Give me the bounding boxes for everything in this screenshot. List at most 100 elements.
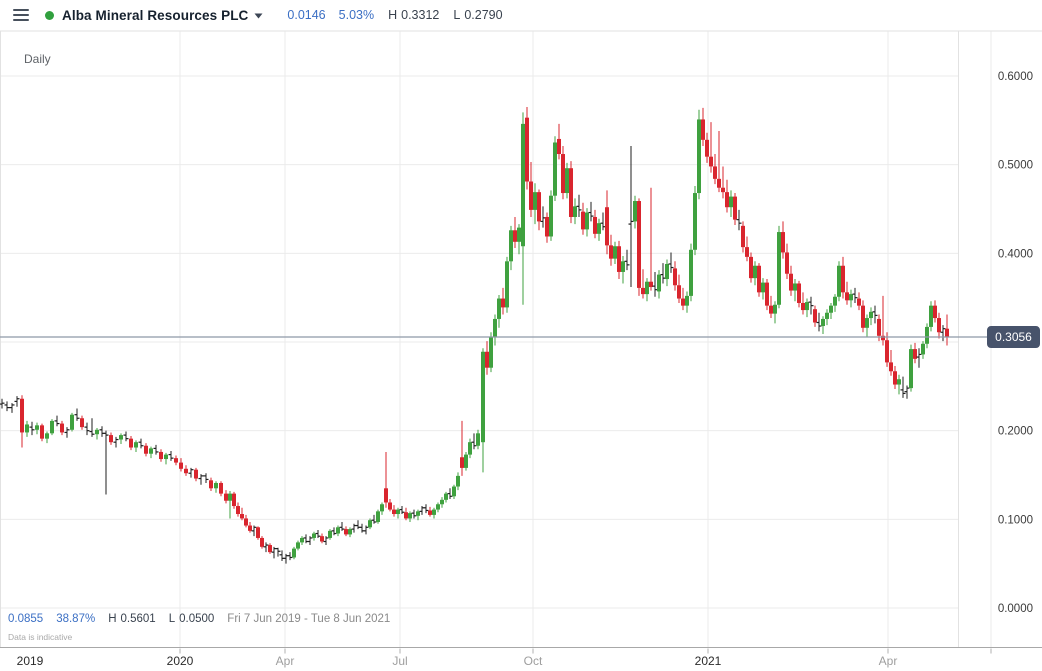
candle-body: [745, 247, 749, 257]
candle: [416, 509, 420, 521]
candle-body: [40, 425, 44, 439]
candle-body: [741, 225, 745, 248]
candle-body: [597, 223, 601, 234]
candle-body: [45, 433, 49, 439]
candle-body: [825, 312, 829, 319]
candle-body: [460, 457, 464, 468]
candle: [497, 295, 501, 328]
symbol-title[interactable]: Alba Mineral Resources PLC: [62, 7, 249, 23]
candle-body: [677, 285, 681, 299]
candle-body: [685, 295, 689, 306]
candle: [260, 536, 264, 549]
candle: [9, 403, 15, 413]
candle: [641, 269, 645, 299]
candle: [525, 107, 529, 190]
candle-body: [109, 435, 113, 443]
candle-body: [292, 548, 296, 558]
candle: [251, 525, 257, 537]
candle-body: [897, 379, 901, 385]
candle: [376, 509, 380, 524]
candle: [533, 183, 537, 225]
candle: [849, 289, 853, 308]
candle-body: [781, 232, 785, 253]
y-axis-label-0.0000: 0.0000: [998, 603, 1033, 615]
candle-body: [793, 283, 797, 291]
candle: [25, 420, 29, 437]
candle-body: [925, 326, 929, 344]
candle: [263, 542, 269, 553]
candle-body: [813, 309, 817, 323]
candle-body: [645, 281, 649, 295]
candle: [553, 136, 557, 202]
candle: [729, 190, 733, 217]
chevron-down-icon[interactable]: [254, 13, 263, 19]
candle: [452, 484, 456, 499]
candle-body: [789, 273, 793, 291]
candle-body: [701, 119, 705, 140]
candle: [581, 202, 585, 235]
candle: [685, 291, 689, 313]
candle: [129, 435, 133, 451]
candle: [929, 301, 933, 332]
candle: [174, 455, 178, 466]
candle-body: [829, 305, 833, 313]
candle-body: [717, 178, 721, 188]
candle-body: [709, 156, 713, 167]
candle: [423, 504, 429, 514]
y-axis-labels[interactable]: 0.0000 0.1000 0.2000 0.4000 0.5000 0.6000: [998, 71, 1033, 615]
period-high: H 0.5601: [108, 613, 156, 625]
candle: [713, 154, 717, 185]
candle-body: [673, 268, 677, 286]
period-change-value: 0.0855: [8, 613, 44, 625]
day-low-value: 0.2790: [464, 8, 503, 22]
candle: [857, 292, 861, 311]
candle-body: [228, 493, 232, 501]
candle: [460, 420, 464, 476]
candle: [489, 332, 493, 373]
candle: [236, 502, 240, 517]
candle-body: [933, 305, 937, 319]
candle: [224, 490, 228, 504]
candle-body: [436, 504, 440, 510]
candle: [829, 302, 833, 319]
candle-body: [913, 349, 917, 359]
candle-body: [565, 168, 569, 194]
candle: [649, 187, 653, 291]
candle: [773, 301, 777, 324]
candle: [689, 243, 693, 302]
candle: [436, 502, 440, 513]
candle-body: [621, 261, 625, 272]
candle: [29, 421, 35, 436]
candle-body: [320, 536, 324, 542]
candle: [916, 348, 922, 368]
candle: [198, 474, 204, 485]
candle-body: [721, 187, 725, 193]
menu-icon[interactable]: [13, 9, 29, 21]
candle: [749, 252, 753, 283]
period-high-label: H: [108, 613, 117, 625]
candle-body: [841, 265, 845, 293]
candle: [725, 179, 729, 213]
candle: [464, 451, 468, 471]
candle: [736, 209, 742, 231]
candle: [576, 194, 582, 217]
candle-body: [95, 429, 99, 435]
candle-body: [893, 371, 897, 385]
candle: [428, 506, 432, 517]
candle: [228, 490, 232, 519]
candle: [805, 298, 809, 318]
candle: [937, 312, 941, 339]
period-low: L 0.0500: [169, 613, 215, 625]
candle: [109, 432, 113, 445]
candle-body: [452, 486, 456, 497]
candle: [865, 314, 869, 337]
candle-body: [705, 139, 709, 157]
day-high-label: H: [388, 8, 398, 22]
candle: [813, 305, 817, 327]
candle: [292, 546, 296, 560]
candle-body: [725, 192, 729, 208]
x-axis-labels[interactable]: 2019 2020 Apr Jul Oct 2021 Apr: [17, 648, 992, 669]
candle: [279, 550, 285, 562]
candle-body: [80, 418, 84, 428]
